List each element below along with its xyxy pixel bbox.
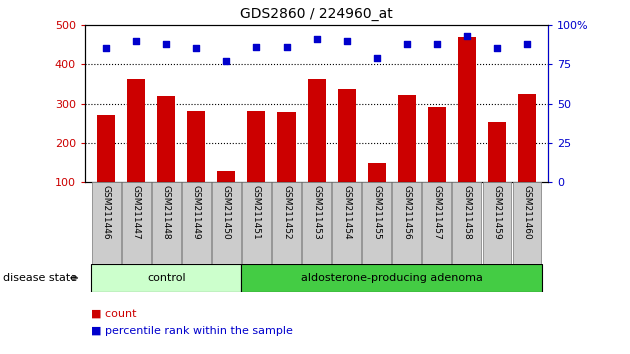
Text: control: control [147,273,186,283]
Point [221,58,231,64]
Text: GSM211452: GSM211452 [282,185,291,239]
Bar [428,107,446,182]
Text: GSM211450: GSM211450 [222,185,231,240]
Bar [152,182,181,264]
Text: GSM211455: GSM211455 [372,185,381,240]
Bar [91,264,241,292]
Bar [368,164,386,182]
Bar [127,79,145,182]
Point [101,46,111,51]
Bar [458,38,476,182]
Bar [513,182,542,264]
Point [341,38,352,43]
Bar [362,182,391,264]
Text: GSM211447: GSM211447 [132,185,140,239]
Bar [158,96,175,182]
Bar [398,95,416,182]
Text: disease state: disease state [3,273,77,283]
Text: GSM211453: GSM211453 [312,185,321,240]
Text: GSM211454: GSM211454 [342,185,351,239]
Bar [483,182,512,264]
Text: GSM211458: GSM211458 [462,185,471,240]
Text: GSM211457: GSM211457 [432,185,442,240]
Point [402,41,412,46]
Text: ■ percentile rank within the sample: ■ percentile rank within the sample [91,326,293,336]
Text: GSM211460: GSM211460 [522,185,532,240]
Text: GSM211448: GSM211448 [162,185,171,239]
Bar [272,182,301,264]
Point [462,33,472,39]
Bar [307,79,326,182]
Point [131,38,141,43]
Text: ■ count: ■ count [91,308,137,318]
Bar [338,89,356,182]
Point [161,41,171,46]
Bar [217,171,236,182]
Text: GSM211451: GSM211451 [252,185,261,240]
Point [251,44,261,50]
Text: GSM211449: GSM211449 [192,185,201,239]
Text: GSM211446: GSM211446 [101,185,111,239]
Bar [277,112,295,182]
Title: GDS2860 / 224960_at: GDS2860 / 224960_at [240,7,393,21]
Text: aldosterone-producing adenoma: aldosterone-producing adenoma [301,273,483,283]
Bar [452,182,481,264]
Bar [423,182,451,264]
Bar [92,182,120,264]
Bar [182,182,210,264]
Bar [488,122,506,182]
Bar [122,182,151,264]
Bar [248,111,265,182]
Point [282,44,292,50]
Point [522,41,532,46]
Text: GSM211459: GSM211459 [493,185,501,240]
Point [492,46,502,51]
Bar [242,182,271,264]
Point [372,55,382,61]
Point [312,36,322,42]
Bar [518,95,536,182]
Bar [392,182,421,264]
Point [192,46,202,51]
Bar [332,182,361,264]
Point [432,41,442,46]
Bar [212,182,241,264]
Bar [302,182,331,264]
Bar [97,115,115,182]
Bar [187,111,205,182]
Bar [241,264,542,292]
Text: GSM211456: GSM211456 [403,185,411,240]
